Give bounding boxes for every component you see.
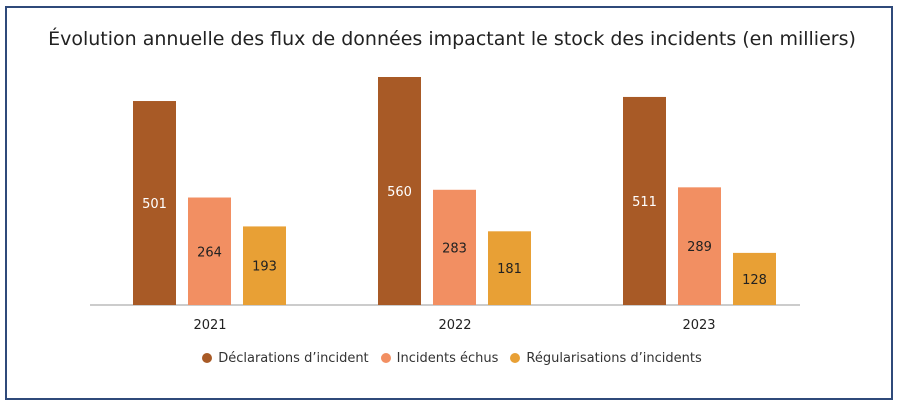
bar bbox=[243, 226, 286, 305]
bar bbox=[678, 187, 721, 305]
bar bbox=[733, 252, 776, 305]
category-label: 2022 bbox=[438, 318, 471, 333]
bar bbox=[133, 101, 176, 306]
bar bbox=[433, 189, 476, 305]
bar-value-label: 289 bbox=[687, 240, 712, 255]
bar-value-label: 283 bbox=[442, 241, 467, 256]
bar-value-label: 128 bbox=[742, 273, 767, 288]
legend-item: Régularisations d’incidents bbox=[510, 351, 702, 366]
legend-item: Déclarations d’incident bbox=[202, 351, 369, 366]
bar bbox=[488, 231, 531, 305]
legend-swatch bbox=[202, 353, 213, 363]
bar-value-label: 264 bbox=[197, 245, 222, 260]
legend-swatch bbox=[380, 353, 391, 363]
chart-title: Évolution annuelle des flux de données i… bbox=[48, 28, 856, 50]
legend-item: Incidents échus bbox=[380, 351, 499, 366]
bar-value-label: 181 bbox=[497, 262, 522, 277]
category-label: 2021 bbox=[193, 318, 226, 333]
bar-value-label: 560 bbox=[387, 185, 412, 200]
bar bbox=[188, 197, 231, 305]
legend-label: Déclarations d’incident bbox=[218, 351, 369, 366]
category-label: 2023 bbox=[682, 318, 715, 333]
bar bbox=[378, 77, 421, 305]
bar-value-label: 193 bbox=[252, 260, 277, 275]
bar-value-label: 501 bbox=[142, 197, 167, 212]
legend-swatch bbox=[510, 353, 521, 363]
bar-value-label: 511 bbox=[632, 195, 657, 210]
legend: Déclarations d’incident Incidents échus Ré… bbox=[0, 351, 904, 366]
bar bbox=[623, 96, 666, 305]
legend-label: Incidents échus bbox=[396, 351, 499, 366]
legend-label: Régularisations d’incidents bbox=[526, 351, 702, 366]
